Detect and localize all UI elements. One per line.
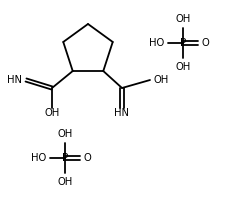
- Text: HN: HN: [7, 75, 22, 85]
- Text: HO: HO: [148, 38, 163, 48]
- Text: O: O: [84, 153, 91, 163]
- Text: OH: OH: [57, 177, 72, 187]
- Text: OH: OH: [44, 108, 59, 118]
- Text: OH: OH: [175, 14, 190, 24]
- Text: P: P: [62, 153, 68, 163]
- Text: OH: OH: [153, 75, 169, 85]
- Text: HO: HO: [31, 153, 46, 163]
- Text: O: O: [201, 38, 209, 48]
- Text: OH: OH: [175, 62, 190, 72]
- Text: OH: OH: [57, 129, 72, 139]
- Text: HN: HN: [114, 108, 129, 118]
- Text: P: P: [179, 38, 185, 48]
